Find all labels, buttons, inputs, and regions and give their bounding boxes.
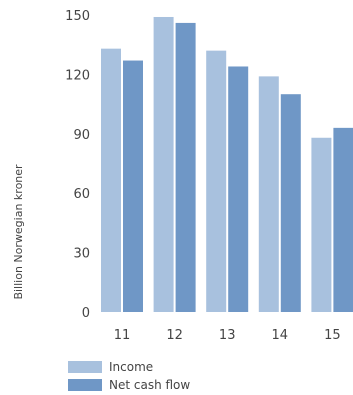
plot-area: 0 30 60 90 120 150 11 12 13 14 15 <box>65 9 353 343</box>
y-tick-label: 60 <box>73 187 90 202</box>
bar-income-12 <box>153 16 174 312</box>
legend: Income Net cash flow <box>68 360 190 392</box>
bars <box>101 16 353 312</box>
y-tick-label: 30 <box>73 247 90 262</box>
legend-label-income: Income <box>109 360 153 374</box>
y-axis-ticks: 0 30 60 90 120 150 <box>65 9 90 321</box>
x-tick-label: 11 <box>114 328 131 343</box>
bar-income-11 <box>101 48 121 312</box>
x-tick-label: 13 <box>219 328 236 343</box>
legend-swatch-income <box>68 361 102 373</box>
y-axis-title: Billion Norwegian kroner <box>12 164 25 300</box>
bar-net-cash-flow-11 <box>123 60 143 312</box>
bar-income-13 <box>206 50 227 312</box>
x-axis-ticks: 11 12 13 14 15 <box>114 328 341 343</box>
legend-label-net-cash-flow: Net cash flow <box>109 378 190 392</box>
bar-income-15 <box>311 137 332 312</box>
bar-net-cash-flow-12 <box>175 22 196 312</box>
bar-net-cash-flow-13 <box>228 66 249 312</box>
y-tick-label: 120 <box>65 68 90 83</box>
x-tick-label: 15 <box>324 328 341 343</box>
x-tick-label: 14 <box>272 328 289 343</box>
y-tick-label: 90 <box>73 128 90 143</box>
bar-income-14 <box>258 76 279 312</box>
bar-net-cash-flow-14 <box>280 94 301 312</box>
y-tick-label: 0 <box>82 306 90 321</box>
legend-swatch-net-cash-flow <box>68 379 102 391</box>
bar-net-cash-flow-15 <box>333 127 353 312</box>
y-tick-label: 150 <box>65 9 90 24</box>
x-tick-label: 12 <box>166 328 183 343</box>
